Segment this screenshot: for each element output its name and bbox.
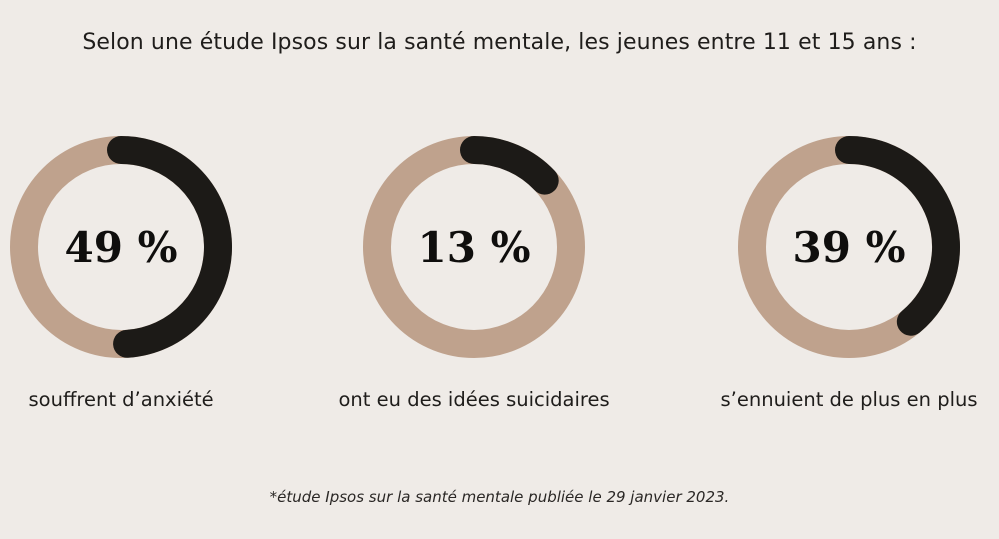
donut-anxiety: 49 % xyxy=(10,136,232,358)
caption-suicidal-thoughts: ont eu des idées suicidaires xyxy=(338,388,610,411)
caption-boredom: s’ennuient de plus en plus xyxy=(720,388,978,411)
chart-title: Selon une étude Ipsos sur la santé menta… xyxy=(82,30,917,55)
donut-boredom: 39 % xyxy=(738,136,960,358)
percent-label-boredom: 39 % xyxy=(793,223,906,272)
percent-label-suicidal-thoughts: 13 % xyxy=(418,223,531,272)
percent-label-anxiety: 49 % xyxy=(65,223,178,272)
donut-arc-anxiety xyxy=(107,136,232,358)
source-footnote: *étude Ipsos sur la santé mentale publié… xyxy=(269,488,730,506)
donut-arc-boredom xyxy=(835,136,960,336)
donut-suicidal-thoughts: 13 % xyxy=(363,136,585,358)
donut-arc-suicidal-thoughts xyxy=(460,136,559,195)
caption-anxiety: souffrent d’anxiété xyxy=(28,388,214,411)
